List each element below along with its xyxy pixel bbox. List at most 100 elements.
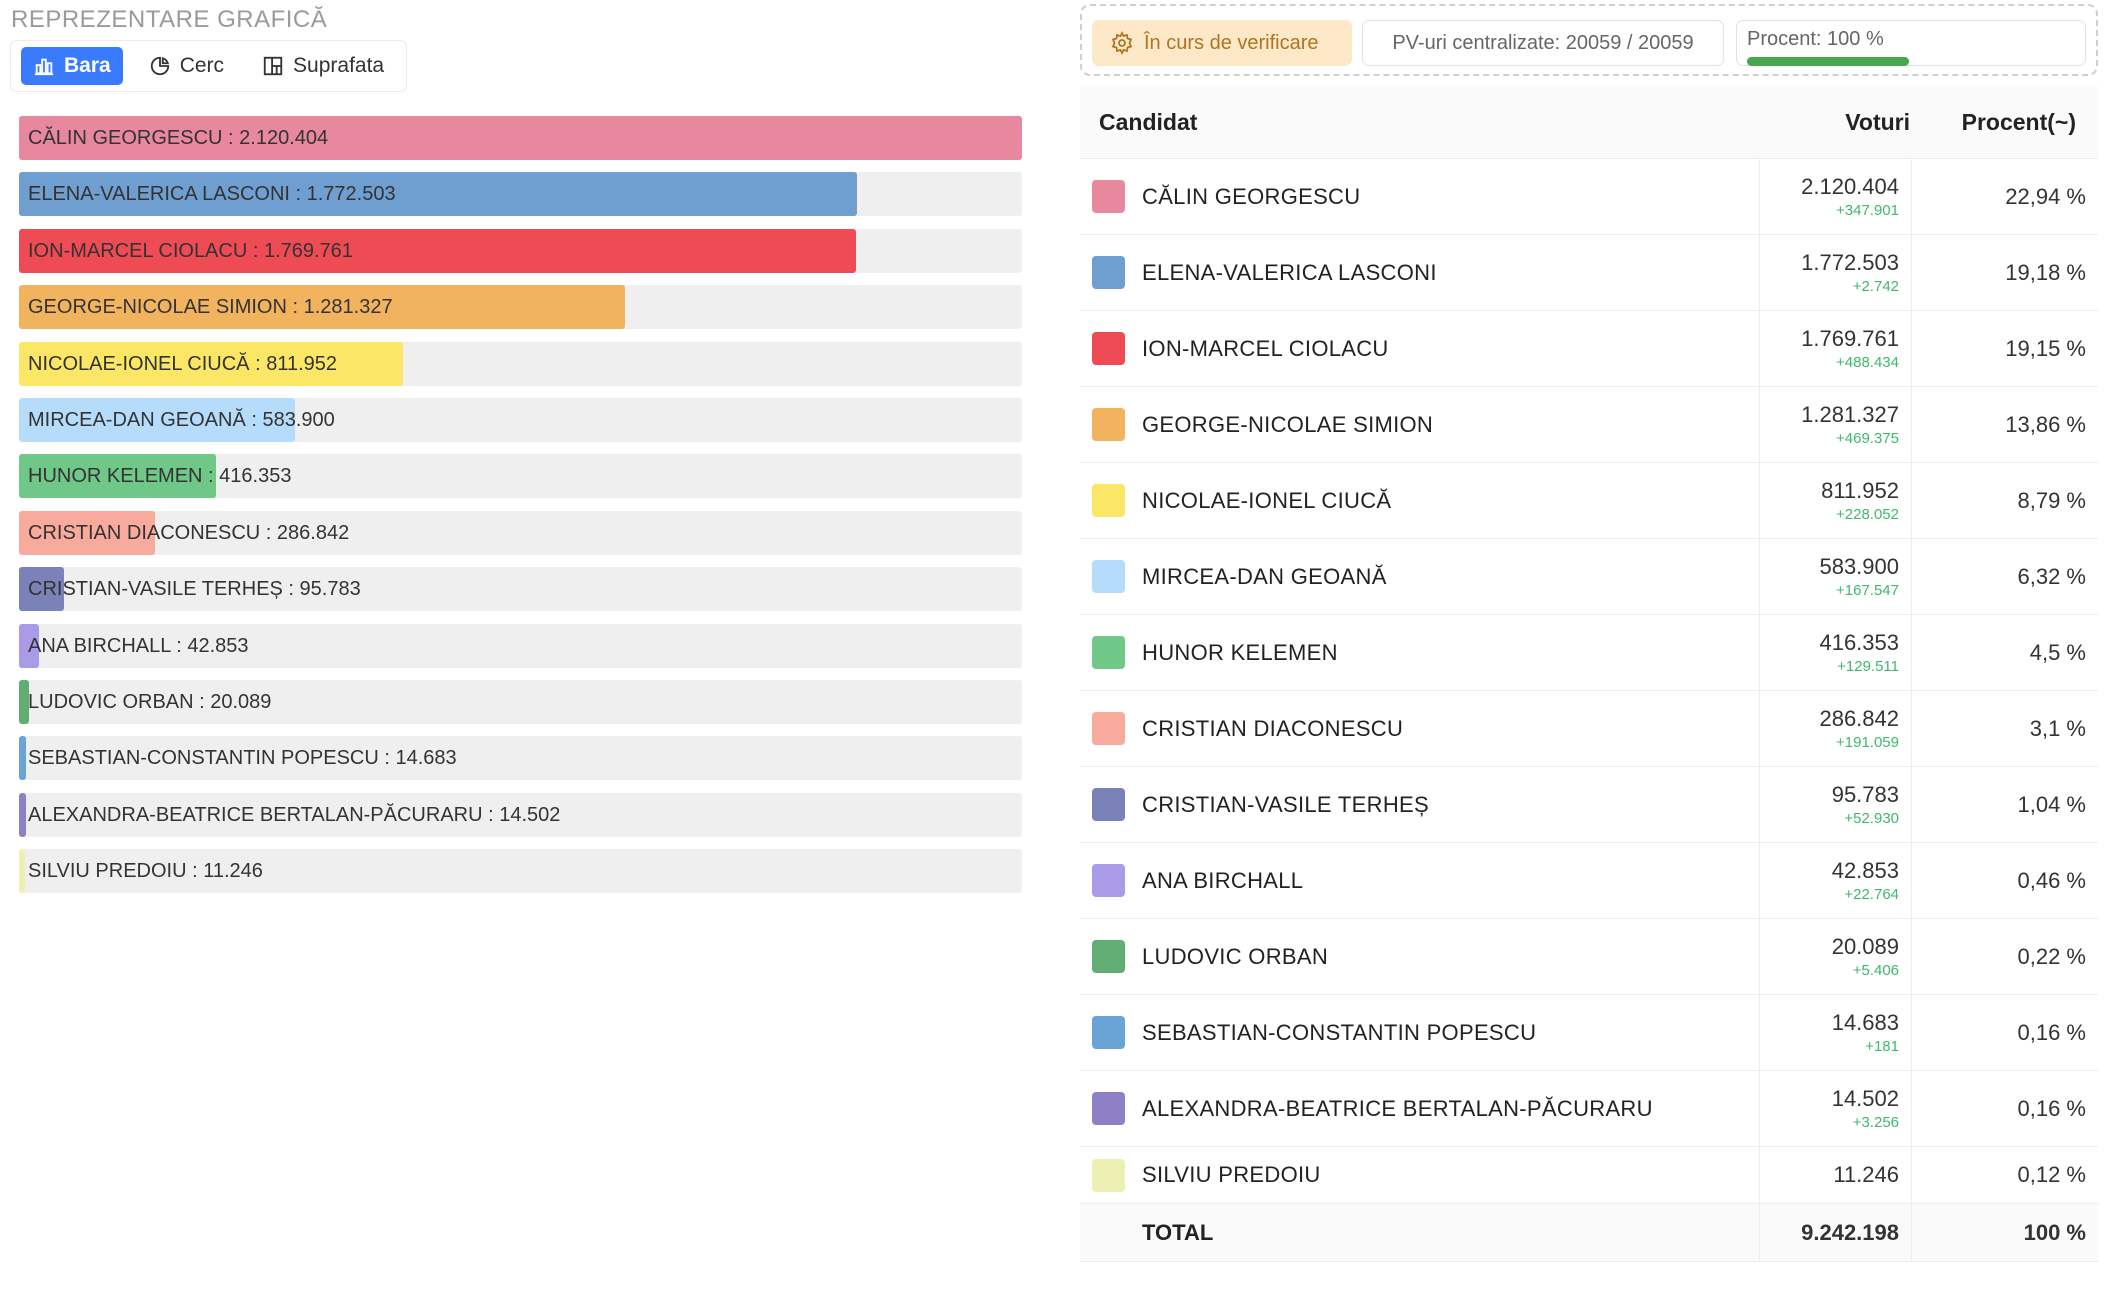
candidate-name: NICOLAE-IONEL CIUCĂ xyxy=(1142,487,1392,513)
percent-value: 6,32 % xyxy=(2017,563,2087,589)
header-candidat[interactable]: Candidat xyxy=(1099,108,1198,135)
votes-delta: +22.764 xyxy=(1844,886,1899,903)
votes-delta: +469.375 xyxy=(1836,430,1899,447)
procent-progress-fill xyxy=(1747,57,1909,66)
bar-track[interactable]: SEBASTIAN-CONSTANTIN POPESCU : 14.683 xyxy=(19,736,1022,781)
tab-cerc[interactable]: Cerc xyxy=(137,47,236,85)
candidate-cell: HUNOR KELEMEN xyxy=(1080,615,1760,690)
table-row[interactable]: NICOLAE-IONEL CIUCĂ 811.952 +228.052 8,79 % xyxy=(1080,463,2098,539)
bar-track[interactable]: CRISTIAN-VASILE TERHEȘ : 95.783 xyxy=(19,567,1022,612)
table-row[interactable]: SILVIU PREDOIU 11.246 0,12 % xyxy=(1080,1147,2098,1204)
chart-type-switcher: Bara Cerc Suprafata xyxy=(10,40,408,92)
header-procent[interactable]: Procent(~) xyxy=(1961,108,2076,135)
bar[interactable] xyxy=(19,116,1022,160)
bar[interactable] xyxy=(19,172,858,217)
bar-track[interactable]: NICOLAE-IONEL CIUCĂ : 811.952 xyxy=(19,341,1022,386)
color-swatch xyxy=(1092,864,1125,897)
bar-track[interactable]: ANA BIRCHALL : 42.853 xyxy=(19,623,1022,668)
votes-delta: +347.901 xyxy=(1836,202,1899,219)
bar-label: CRISTIAN DIACONESCU : 286.842 xyxy=(28,521,350,544)
votes-value: 2.120.404 xyxy=(1801,174,1899,199)
table-row[interactable]: GEORGE-NICOLAE SIMION 1.281.327 +469.375 13… xyxy=(1080,387,2098,463)
bar[interactable] xyxy=(19,454,216,499)
percent-value: 0,16 % xyxy=(2017,1095,2087,1121)
bar-label: SEBASTIAN-CONSTANTIN POPESCU : 14.683 xyxy=(28,747,457,770)
bar[interactable] xyxy=(19,623,40,668)
table-row[interactable]: ELENA-VALERICA LASCONI 1.772.503 +2.742 19,… xyxy=(1080,235,2098,311)
color-swatch xyxy=(1092,712,1125,745)
table-row[interactable]: HUNOR KELEMEN 416.353 +129.511 4,5 % xyxy=(1080,615,2098,691)
bar-label: ION-MARCEL CIOLACU : 1.769.761 xyxy=(28,239,353,262)
tab-label: Suprafata xyxy=(293,54,385,77)
table-row[interactable]: LUDOVIC ORBAN 20.089 +5.406 0,22 % xyxy=(1080,919,2098,995)
color-swatch xyxy=(1092,256,1125,289)
votes-cell: 286.842 +191.059 xyxy=(1760,691,1912,766)
candidate-cell: NICOLAE-IONEL CIUCĂ xyxy=(1080,463,1760,538)
percent-value: 19,18 % xyxy=(2005,259,2086,285)
candidate-cell: SEBASTIAN-CONSTANTIN POPESCU xyxy=(1080,995,1760,1070)
bar-track[interactable]: SILVIU PREDOIU : 11.246 xyxy=(19,849,1022,894)
bar[interactable] xyxy=(19,510,155,555)
votes-value: 1.281.327 xyxy=(1801,402,1899,427)
procent-progress-bar xyxy=(1747,57,1909,66)
total-votes-cell: 9.242.198 xyxy=(1760,1204,1912,1261)
votes-delta: +129.511 xyxy=(1837,658,1899,675)
table-row[interactable]: MIRCEA-DAN GEOANĂ 583.900 +167.547 6,32 % xyxy=(1080,539,2098,615)
bar-chart-icon xyxy=(34,58,54,76)
bar-label: GEORGE-NICOLAE SIMION : 1.281.327 xyxy=(28,296,393,319)
candidate-name: CĂLIN GEORGESCU xyxy=(1142,183,1361,209)
candidate-name: GEORGE-NICOLAE SIMION xyxy=(1142,411,1434,437)
votes-cell: 14.502 +3.256 xyxy=(1760,1071,1912,1146)
percent-value: 3,1 % xyxy=(2029,715,2086,741)
bar-track[interactable]: ALEXANDRA-BEATRICE BERTALAN-PĂCURARU : 1… xyxy=(19,792,1022,837)
percent-value: 19,15 % xyxy=(2005,335,2086,361)
bar-track[interactable]: ELENA-VALERICA LASCONI : 1.772.503 xyxy=(19,172,1022,217)
bar[interactable] xyxy=(19,792,26,837)
table-row[interactable]: CRISTIAN-VASILE TERHEȘ 95.783 +52.930 1,04 … xyxy=(1080,767,2098,843)
bar-track[interactable]: CRISTIAN DIACONESCU : 286.842 xyxy=(19,510,1022,555)
bar[interactable] xyxy=(19,341,404,386)
bar-track[interactable]: HUNOR KELEMEN : 416.353 xyxy=(19,454,1022,499)
candidate-name: SILVIU PREDOIU xyxy=(1142,1162,1321,1187)
bar[interactable] xyxy=(19,228,857,273)
tab-suprafata[interactable]: Suprafata xyxy=(250,47,396,85)
tab-bara[interactable]: Bara xyxy=(21,47,123,85)
bar-track[interactable]: ION-MARCEL CIOLACU : 1.769.761 xyxy=(19,228,1022,273)
table-row[interactable]: SEBASTIAN-CONSTANTIN POPESCU 14.683 +181 0,… xyxy=(1080,995,2098,1071)
color-swatch xyxy=(1092,560,1125,593)
bar-track[interactable]: LUDOVIC ORBAN : 20.089 xyxy=(19,680,1022,724)
table-row[interactable]: CĂLIN GEORGESCU 2.120.404 +347.901 22,94 % xyxy=(1080,159,2098,235)
bar[interactable] xyxy=(19,567,65,612)
bar[interactable] xyxy=(19,680,29,724)
percent-value: 13,86 % xyxy=(2005,411,2086,437)
bar[interactable] xyxy=(19,285,626,330)
table-row[interactable]: CRISTIAN DIACONESCU 286.842 +191.059 3,1 % xyxy=(1080,691,2098,767)
percent-value: 0,12 % xyxy=(2017,1162,2087,1187)
candidate-cell: SILVIU PREDOIU xyxy=(1080,1147,1760,1203)
status-box: În curs de verificare PV-uri centralizat… xyxy=(1080,4,2098,76)
bar[interactable] xyxy=(19,849,25,894)
bar[interactable] xyxy=(19,736,26,781)
votes-cell: 811.952 +228.052 xyxy=(1760,463,1912,538)
bar-track[interactable]: GEORGE-NICOLAE SIMION : 1.281.327 xyxy=(19,285,1022,330)
color-swatch xyxy=(1092,408,1125,441)
bar-label: LUDOVIC ORBAN : 20.089 xyxy=(28,691,272,713)
tab-label: Cerc xyxy=(179,54,225,77)
votes-delta: +488.434 xyxy=(1836,354,1899,371)
votes-value: 583.900 xyxy=(1819,554,1899,579)
table-row[interactable]: ION-MARCEL CIOLACU 1.769.761 +488.434 19,15… xyxy=(1080,311,2098,387)
table-row[interactable]: ANA BIRCHALL 42.853 +22.764 0,46 % xyxy=(1080,843,2098,919)
percent-value: 8,79 % xyxy=(2017,487,2087,513)
votes-cell: 95.783 +52.930 xyxy=(1760,767,1912,842)
table-row[interactable]: ALEXANDRA-BEATRICE BERTALAN-PĂCURARU 14.5… xyxy=(1080,1071,2098,1147)
bar-track[interactable]: MIRCEA-DAN GEOANĂ : 583.900 xyxy=(19,398,1022,442)
candidate-cell: CĂLIN GEORGESCU xyxy=(1080,159,1760,234)
bar-track[interactable]: CĂLIN GEORGESCU : 2.120.404 xyxy=(19,116,1022,160)
candidate-cell: CRISTIAN DIACONESCU xyxy=(1080,691,1760,766)
header-voturi[interactable]: Voturi xyxy=(1845,108,1910,135)
votes-value: 14.683 xyxy=(1831,1010,1899,1035)
percent-value: 0,22 % xyxy=(2017,943,2087,969)
bar[interactable] xyxy=(19,398,296,442)
total-votes: 9.242.198 xyxy=(1801,1219,1899,1245)
votes-value: 1.772.503 xyxy=(1801,250,1899,275)
